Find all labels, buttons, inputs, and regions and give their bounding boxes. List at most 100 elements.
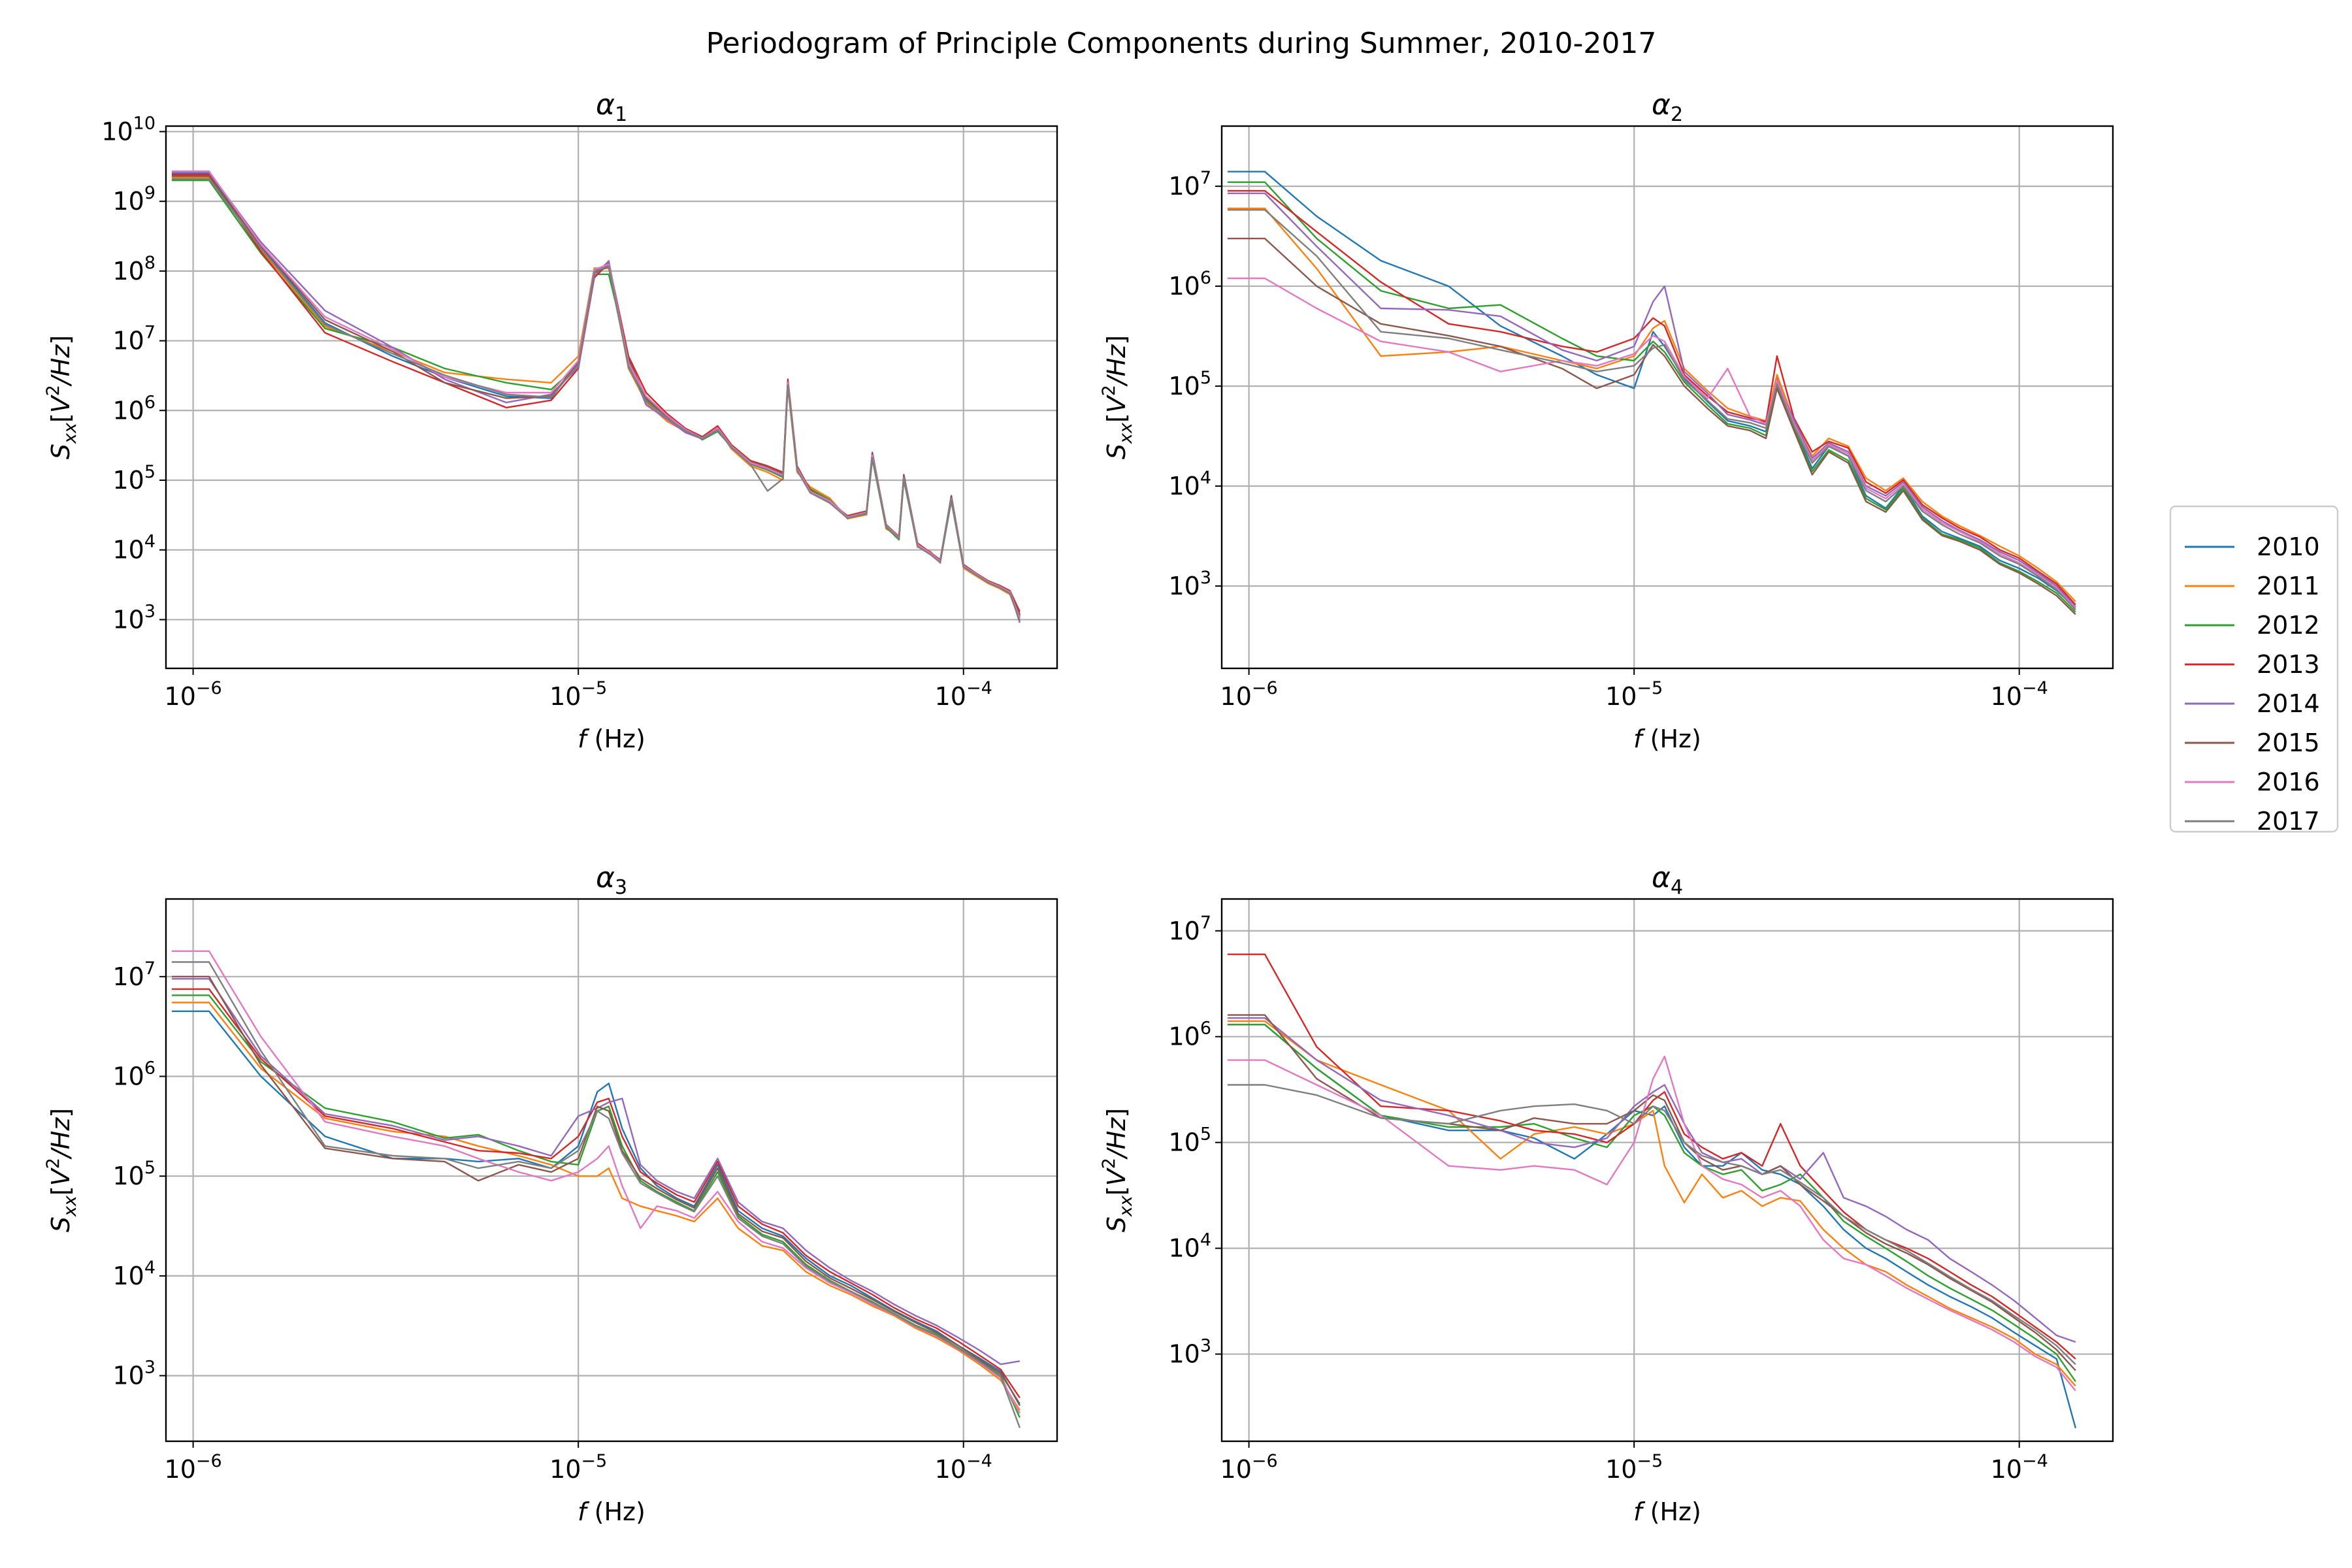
y-tick-label: 104 — [1168, 1230, 1211, 1263]
series-2016 — [1227, 277, 2076, 609]
legend-label: 2016 — [2257, 768, 2320, 796]
subplot-title: α4 — [1652, 861, 1683, 899]
legend-label: 2011 — [2257, 572, 2320, 600]
legend-item-2016: 2016 — [2185, 768, 2320, 796]
subplot-title: α2 — [1652, 88, 1683, 126]
y-tick-label: 108 — [112, 253, 155, 286]
legend-item-2010: 2010 — [2185, 532, 2320, 561]
series-2014 — [1227, 1017, 2076, 1343]
y-tick-label: 109 — [112, 183, 155, 216]
series-lines — [1227, 953, 2077, 1429]
x-tick-label: 10−4 — [1991, 1451, 2048, 1484]
series-lines — [171, 170, 1021, 623]
legend-label: 2017 — [2257, 807, 2320, 836]
y-tick-label: 107 — [1168, 913, 1211, 945]
legend-item-2013: 2013 — [2185, 650, 2320, 679]
y-tick-label: 1010 — [101, 113, 155, 146]
y-tick-label: 103 — [112, 1358, 155, 1390]
subplot-2: 10−6 10−5 10−4 103 104 105 106 107 α2 f (Hz) Sxx[V… — [1099, 88, 2114, 753]
gridlines — [166, 899, 1057, 1441]
y-axis-label: Sxx[V2/Hz] — [43, 335, 80, 459]
figure-title: Periodogram of Principle Components duri… — [706, 27, 1657, 60]
series-2016 — [1227, 1055, 2076, 1392]
y-axis-label: Sxx[V2/Hz] — [1099, 335, 1136, 459]
y-tick-label: 105 — [112, 462, 155, 495]
series-2017 — [171, 178, 1021, 622]
subplot-title: α3 — [596, 861, 627, 899]
legend-box — [2169, 505, 2339, 833]
series-2013 — [1227, 953, 2076, 1360]
y-axis-label: Sxx[V2/Hz] — [43, 1108, 80, 1232]
x-tick-label: 10−4 — [935, 1451, 992, 1484]
legend-label: 2012 — [2257, 611, 2320, 640]
x-tick-label: 10−6 — [1220, 678, 1278, 711]
y-tick-label: 107 — [1168, 168, 1211, 201]
subplot-1: 10−6 10−5 10−4 103 104 105 106 107 108 109 1010 α1 f… — [43, 88, 1058, 753]
subplots: 10−6 10−5 10−4 103 104 105 106 107 108 109 1010 α1 f… — [43, 88, 2114, 1526]
x-tick-label: 10−5 — [1605, 678, 1663, 711]
y-tick-label: 106 — [112, 1058, 155, 1091]
subplot-3: 10−6 10−5 10−4 103 104 105 106 107 α3 f (Hz) Sxx[V… — [43, 861, 1058, 1526]
x-axis-label: f (Hz) — [1633, 725, 1701, 753]
y-tick-label: 106 — [112, 392, 155, 425]
axes-frame — [1220, 125, 2114, 670]
legend-item-2012: 2012 — [2185, 611, 2320, 640]
axes-frame — [165, 898, 1058, 1443]
series-2017 — [171, 961, 1021, 1428]
legend-item-2015: 2015 — [2185, 728, 2320, 757]
legend: 2010 2011 2012 2013 2014 2015 2016 2017 — [2169, 505, 2339, 836]
y-tick-label: 104 — [112, 1258, 155, 1290]
subplot-4: 10−6 10−5 10−4 103 104 105 106 107 α4 f (Hz) Sxx[V… — [1099, 861, 2114, 1526]
series-2013 — [171, 988, 1021, 1399]
x-axis-label: f (Hz) — [578, 1497, 645, 1526]
x-tick-label: 10−4 — [1991, 678, 2048, 711]
legend-label: 2015 — [2257, 728, 2320, 757]
series-lines — [171, 950, 1021, 1428]
series-2014 — [171, 977, 1021, 1365]
x-tick-label: 10−5 — [549, 678, 607, 711]
y-tick-label: 105 — [1168, 368, 1211, 400]
y-tick-label: 103 — [1168, 568, 1211, 600]
gridlines — [1222, 126, 2113, 668]
x-tick-label: 10−5 — [1605, 1451, 1663, 1484]
series-2011 — [1227, 1020, 2076, 1387]
series-2010 — [171, 1010, 1021, 1407]
series-2012 — [1227, 1024, 2076, 1382]
legend-item-2011: 2011 — [2185, 572, 2320, 600]
series-2011 — [1227, 207, 2076, 602]
series-2017 — [1227, 1084, 2076, 1365]
y-tick-label: 107 — [112, 958, 155, 991]
series-2015 — [171, 975, 1021, 1405]
legend-label: 2013 — [2257, 650, 2320, 679]
y-tick-label: 107 — [112, 323, 155, 355]
subplot-title: α1 — [596, 88, 627, 126]
legend-label: 2010 — [2257, 532, 2320, 561]
legend-item-2017: 2017 — [2185, 807, 2320, 836]
y-tick-label: 104 — [1168, 468, 1211, 500]
x-tick-label: 10−6 — [1220, 1451, 1278, 1484]
x-tick-label: 10−4 — [935, 678, 992, 711]
gridlines — [1222, 899, 2113, 1441]
y-tick-label: 106 — [1168, 268, 1211, 301]
y-tick-label: 104 — [112, 532, 155, 564]
x-tick-label: 10−6 — [165, 1451, 222, 1484]
y-axis-label: Sxx[V2/Hz] — [1099, 1108, 1136, 1232]
y-tick-label: 106 — [1168, 1019, 1211, 1051]
y-tick-label: 105 — [112, 1158, 155, 1190]
axes-frame — [165, 125, 1058, 670]
series-lines — [1227, 171, 2076, 615]
gridlines — [166, 126, 1057, 668]
series-2017 — [1227, 209, 2076, 611]
axes-frame — [1220, 898, 2114, 1443]
x-axis-label: f (Hz) — [1633, 1497, 1701, 1526]
x-axis-label: f (Hz) — [578, 725, 645, 753]
x-tick-label: 10−5 — [549, 1451, 607, 1484]
series-2013 — [1227, 189, 2076, 606]
x-tick-label: 10−6 — [165, 678, 222, 711]
y-tick-label: 105 — [1168, 1124, 1211, 1157]
y-tick-label: 103 — [112, 601, 155, 634]
legend-label: 2014 — [2257, 689, 2320, 718]
y-tick-label: 103 — [1168, 1336, 1211, 1369]
